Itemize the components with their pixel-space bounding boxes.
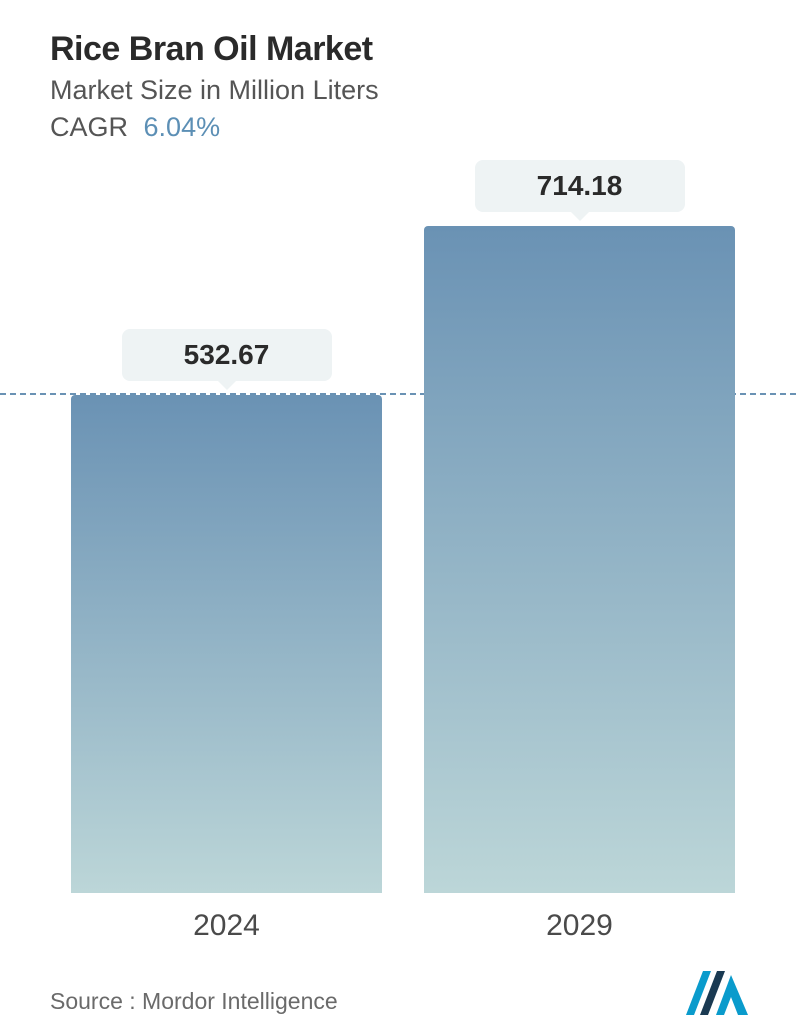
x-axis-label: 2024 xyxy=(71,909,382,943)
x-axis-label: 2029 xyxy=(424,909,735,943)
chart-plot: 532.67714.18 xyxy=(50,183,756,893)
x-axis-labels: 2024 2029 xyxy=(50,909,756,943)
bar-group: 532.67 xyxy=(71,329,382,893)
cagr-row: CAGR 6.04% xyxy=(50,112,756,143)
brand-logo-icon xyxy=(686,971,756,1015)
bars-container: 532.67714.18 xyxy=(50,183,756,893)
bar-value-pill: 532.67 xyxy=(122,329,332,381)
bar-group: 714.18 xyxy=(424,160,735,893)
cagr-value: 6.04% xyxy=(144,112,221,142)
chart-subtitle: Market Size in Million Liters xyxy=(50,75,756,106)
source-text: Source : Mordor Intelligence xyxy=(50,988,338,1015)
chart-footer: Source : Mordor Intelligence xyxy=(50,971,756,1015)
bar xyxy=(71,395,382,893)
chart-title: Rice Bran Oil Market xyxy=(50,30,756,69)
bar-value-pill: 714.18 xyxy=(475,160,685,212)
chart-area: 532.67714.18 2024 2029 xyxy=(50,183,756,943)
chart-header: Rice Bran Oil Market Market Size in Mill… xyxy=(50,30,756,143)
bar xyxy=(424,226,735,893)
cagr-label: CAGR xyxy=(50,112,128,142)
